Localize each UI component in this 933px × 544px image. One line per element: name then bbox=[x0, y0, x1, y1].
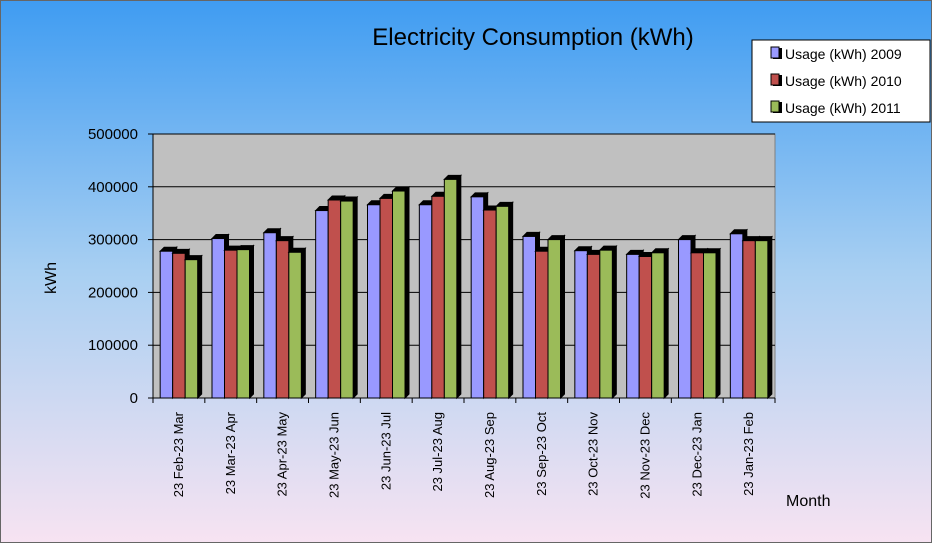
bar-face bbox=[340, 200, 354, 399]
bar-face bbox=[224, 249, 238, 399]
legend-item: Usage (kWh) 2010 bbox=[770, 73, 902, 89]
y-tick-label: 100000 bbox=[88, 337, 138, 354]
y-tick-label: 200000 bbox=[88, 284, 138, 301]
x-tick-label: 23 Oct-23 Nov bbox=[586, 412, 601, 496]
y-tick-label: 300000 bbox=[88, 232, 138, 249]
bar-face bbox=[379, 197, 393, 399]
bar bbox=[183, 254, 203, 400]
bar-side bbox=[249, 244, 254, 400]
bar-face bbox=[547, 239, 561, 399]
x-tick-label: 23 Jun-23 Jul bbox=[378, 412, 393, 490]
bar bbox=[391, 185, 411, 400]
bar-face bbox=[495, 205, 510, 399]
legend-label: Usage (kWh) 2011 bbox=[785, 100, 901, 116]
bar-face bbox=[431, 195, 445, 399]
bar-side bbox=[456, 174, 462, 400]
x-tick-label: 23 Feb-23 Mar bbox=[171, 411, 186, 497]
bar-face bbox=[315, 210, 329, 399]
bar-face bbox=[288, 251, 302, 399]
y-axis: 0 100000 200000 300000 400000 500000 bbox=[88, 126, 154, 407]
bar-face bbox=[522, 235, 536, 399]
x-tick-label: 23 May-23 Jun bbox=[326, 412, 341, 498]
bar-side bbox=[663, 247, 669, 400]
bar-face bbox=[703, 252, 717, 399]
bar-face bbox=[263, 232, 277, 399]
bar-face bbox=[599, 249, 613, 399]
bar-side bbox=[404, 185, 410, 400]
x-tick-label: 23 Jul-23 Aug bbox=[430, 412, 445, 492]
bar bbox=[443, 174, 463, 400]
bar-face bbox=[392, 190, 406, 399]
bar-side bbox=[767, 235, 773, 400]
x-tick-label: 23 Aug-23 Sep bbox=[482, 412, 497, 498]
bar-face bbox=[211, 238, 225, 399]
bar-face bbox=[638, 255, 653, 399]
x-tick-label: 23 Sep-23 Oct bbox=[534, 412, 549, 496]
bar bbox=[339, 195, 359, 400]
x-tick-label: 23 Nov-23 Dec bbox=[637, 412, 652, 499]
legend-swatch bbox=[770, 73, 780, 86]
bar-side bbox=[352, 195, 358, 400]
gridlines bbox=[153, 133, 775, 346]
x-tick-label: 23 Apr-23 May bbox=[275, 412, 290, 497]
bar bbox=[598, 244, 618, 400]
bar-side bbox=[560, 234, 565, 400]
legend-item: Usage (kWh) 2009 bbox=[770, 46, 902, 62]
bar-face bbox=[443, 178, 458, 399]
bar bbox=[702, 247, 722, 400]
x-axis-label: Month bbox=[786, 493, 830, 510]
legend-label: Usage (kWh) 2010 bbox=[785, 73, 902, 89]
chart-title: Electricity Consumption (kWh) bbox=[372, 24, 693, 51]
bar-face bbox=[742, 240, 756, 399]
bar-face bbox=[367, 204, 381, 399]
bar bbox=[546, 234, 566, 400]
legend-swatch bbox=[770, 100, 780, 113]
bar-side bbox=[508, 201, 514, 400]
bar bbox=[235, 244, 255, 400]
bar-face bbox=[690, 252, 704, 399]
bar-face bbox=[626, 253, 640, 399]
legend-swatch bbox=[770, 46, 780, 59]
bar-face bbox=[275, 240, 290, 399]
bar-face bbox=[236, 249, 250, 399]
bar bbox=[650, 247, 670, 400]
bar bbox=[494, 201, 514, 400]
x-axis: 23 Feb-23 Mar 23 Mar-23 Apr 23 Apr-23 May 2… bbox=[152, 397, 776, 499]
bar-face bbox=[678, 239, 692, 399]
y-tick-label: 500000 bbox=[88, 126, 138, 143]
bar-face bbox=[418, 204, 433, 399]
plot-area bbox=[152, 133, 776, 399]
y-tick-label: 0 bbox=[130, 390, 138, 407]
x-tick-label: 23 Mar-23 Apr bbox=[223, 411, 238, 494]
bar-side bbox=[715, 247, 721, 400]
bar-face bbox=[483, 209, 497, 399]
bar-face bbox=[327, 199, 342, 399]
bar-face bbox=[586, 253, 601, 399]
y-axis-label: kWh bbox=[43, 262, 60, 294]
bar-side bbox=[197, 254, 203, 400]
bar-face bbox=[574, 250, 588, 399]
bar bbox=[754, 235, 774, 400]
bar-side bbox=[300, 247, 306, 400]
bar-face bbox=[754, 240, 769, 399]
y-tick-label: 400000 bbox=[88, 179, 138, 196]
bar-face bbox=[651, 252, 665, 399]
bar bbox=[287, 247, 307, 400]
legend-label: Usage (kWh) 2009 bbox=[785, 46, 902, 62]
x-tick-label: 23 Dec-23 Jan bbox=[689, 412, 704, 497]
bar-face bbox=[172, 252, 186, 399]
legend: Usage (kWh) 2009 Usage (kWh) 2010 Usage (k… bbox=[751, 39, 931, 123]
bar-face bbox=[184, 259, 199, 399]
legend-item: Usage (kWh) 2011 bbox=[770, 100, 901, 116]
bar-face bbox=[159, 250, 174, 399]
bars bbox=[158, 174, 774, 400]
x-tick-label: 23 Jan-23 Feb bbox=[741, 412, 756, 496]
bar-face bbox=[535, 250, 549, 399]
bar-face bbox=[470, 196, 485, 399]
bar-face bbox=[729, 233, 744, 399]
bar-side bbox=[611, 244, 617, 400]
